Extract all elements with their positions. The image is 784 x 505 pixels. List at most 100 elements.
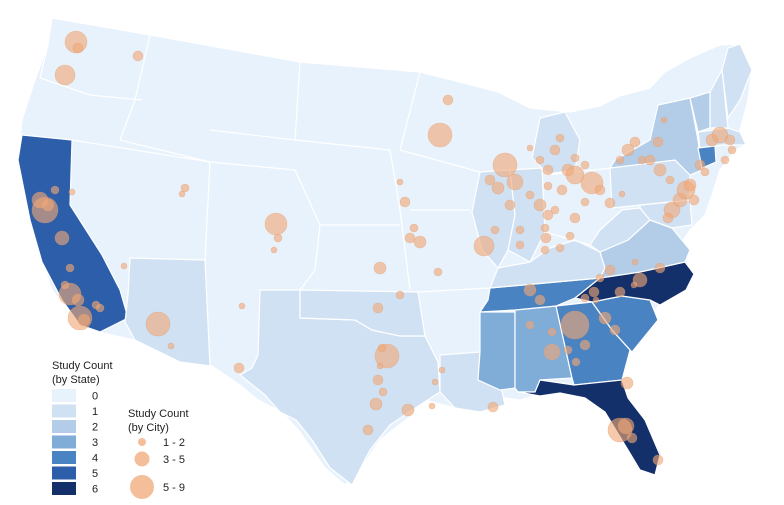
- city-bubble: [556, 184, 568, 196]
- city-bubble: [652, 454, 664, 466]
- city-bubble: [727, 145, 737, 155]
- city-bubble: [626, 432, 638, 444]
- border-line: [399, 149, 481, 173]
- shaded-states: [17, 43, 753, 486]
- city-bubble: [525, 190, 535, 200]
- state-legend-swatch: [52, 389, 76, 402]
- city-bubble: [604, 264, 616, 276]
- city-bubble: [68, 188, 76, 196]
- city-bubble: [238, 302, 246, 310]
- city-bubble: [72, 42, 84, 54]
- city-bubble: [618, 190, 626, 198]
- city-bubble: [604, 197, 616, 209]
- city-bubble: [621, 143, 635, 157]
- city-bubble: [369, 397, 383, 411]
- city-legend: Study Count (by City) 1 - 2 3 - 5 5 - 9: [128, 408, 189, 499]
- city-legend-label: 1 - 2: [163, 437, 185, 449]
- city-bubble: [542, 209, 554, 221]
- city-bubble: [569, 212, 581, 224]
- city-bubble: [373, 261, 387, 275]
- state-legend-title: Study Count: [52, 360, 113, 372]
- city-bubble: [95, 303, 105, 313]
- state-legend-label: 5: [92, 468, 98, 480]
- city-bubble: [178, 190, 186, 198]
- state-legend-label: 3: [92, 437, 98, 449]
- city-bubble: [535, 155, 545, 165]
- city-bubble: [428, 402, 436, 410]
- state-florida: [517, 379, 661, 476]
- city-bubble: [609, 324, 621, 336]
- city-legend-title: Study Count: [128, 408, 189, 420]
- city-bubble: [665, 175, 675, 185]
- border-line: [399, 71, 421, 151]
- city-bubble: [491, 181, 505, 195]
- city-bubble: [409, 223, 419, 233]
- city-bubble: [54, 64, 76, 86]
- city-bubble: [427, 122, 453, 148]
- border-line: [39, 44, 143, 101]
- city-bubble: [592, 296, 600, 304]
- city-bubble: [395, 290, 405, 300]
- city-bubble-layer: [31, 30, 737, 466]
- city-bubble: [65, 263, 75, 273]
- border-line: [417, 287, 491, 293]
- city-bubble: [377, 343, 387, 353]
- border-line: [119, 34, 211, 163]
- city-bubble: [41, 198, 55, 212]
- city-bubble: [654, 262, 666, 274]
- city-bubble: [233, 362, 245, 374]
- city-bubble: [550, 205, 560, 215]
- state-legend-label: 2: [92, 422, 98, 434]
- state-indiana: [507, 167, 546, 263]
- state-arizona: [124, 257, 211, 367]
- city-bubble: [525, 320, 535, 330]
- city-bubble: [560, 310, 590, 340]
- city-bubble: [644, 154, 656, 166]
- city-bubble: [683, 178, 697, 192]
- city-bubble: [523, 283, 537, 297]
- city-legend-label: 5 - 9: [163, 482, 185, 494]
- city-bubble: [378, 387, 388, 397]
- city-bubble: [580, 293, 590, 303]
- city-bubble: [579, 339, 591, 351]
- state-borders: [39, 34, 613, 293]
- city-bubble: [570, 153, 580, 163]
- city-bubble: [534, 294, 546, 306]
- city-bubble: [549, 144, 561, 156]
- city-bubble: [132, 50, 144, 62]
- city-legend-bubble: [130, 475, 154, 499]
- city-bubble: [631, 258, 639, 266]
- city-bubble: [555, 243, 565, 253]
- city-bubble: [563, 345, 573, 355]
- city-bubble: [629, 136, 641, 148]
- city-bubble: [555, 133, 565, 143]
- city-bubble: [632, 272, 648, 288]
- city-bubble: [71, 293, 85, 307]
- city-bubble: [504, 199, 516, 211]
- state-legend-swatch: [52, 451, 76, 464]
- city-bubble: [540, 245, 550, 255]
- state-legend-label: 1: [92, 406, 98, 418]
- city-bubble: [688, 194, 700, 206]
- city-bubble: [273, 233, 283, 243]
- city-bubble: [473, 235, 495, 257]
- city-bubble: [617, 417, 635, 435]
- city-bubble: [404, 232, 416, 244]
- city-bubble: [120, 262, 128, 270]
- city-bubble: [543, 181, 553, 191]
- city-bubble: [431, 378, 439, 386]
- city-bubble: [77, 313, 91, 327]
- state-legend-label: 6: [92, 484, 98, 496]
- city-bubble: [543, 343, 561, 361]
- city-legend-bubble: [134, 451, 150, 467]
- city-bubble: [362, 424, 374, 436]
- state-west-virginia: [589, 207, 651, 253]
- city-bubble: [580, 197, 590, 207]
- city-bubble: [401, 403, 415, 417]
- city-bubble: [588, 286, 600, 298]
- city-bubble: [372, 374, 384, 386]
- city-bubble: [515, 240, 525, 250]
- state-legend-label: 4: [92, 453, 98, 465]
- city-bubble: [711, 126, 729, 144]
- city-bubble: [180, 183, 190, 193]
